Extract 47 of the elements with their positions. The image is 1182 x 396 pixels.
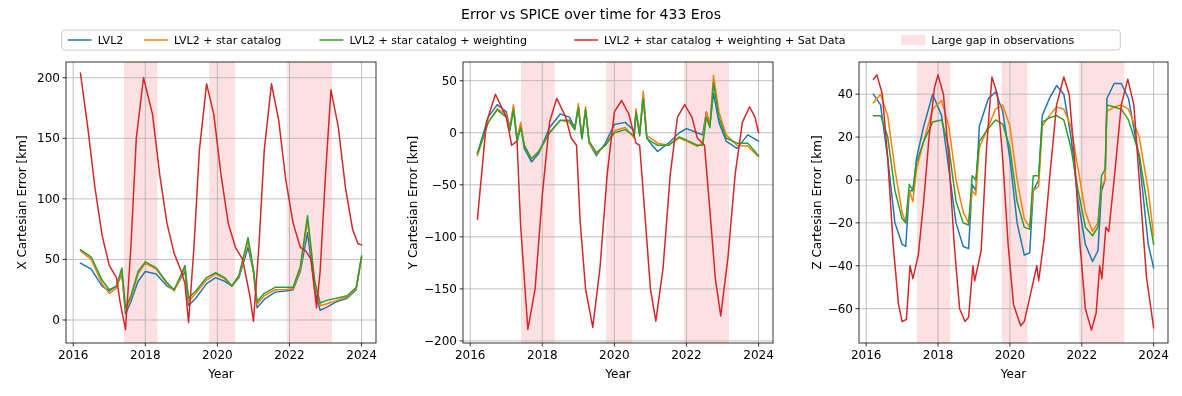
x-tick-label: 2022 <box>1066 348 1098 362</box>
y-tick-label: −100 <box>424 229 457 244</box>
legend-label: LVL2 + star catalog + weighting + Sat Data <box>604 34 846 47</box>
x-tick-label: 2020 <box>202 348 233 362</box>
y-tick-label: −150 <box>424 281 457 296</box>
x-axis-title: Year <box>604 367 631 381</box>
legend-label: LVL2 + star catalog + weighting <box>349 34 528 47</box>
y-tick-label: 0 <box>845 172 853 187</box>
y-tick-label: 50 <box>44 252 60 267</box>
y-tick-label: 200 <box>37 70 60 85</box>
y-tick-label: −20 <box>827 215 853 230</box>
y-tick-label: 40 <box>837 87 853 102</box>
y-tick-label: 20 <box>837 130 853 145</box>
x-axis-title: Year <box>999 367 1027 381</box>
chart-title: Error vs SPICE over time for 433 Eros <box>461 6 721 22</box>
y-tick-label: −60 <box>827 301 853 316</box>
x-tick-label: 2024 <box>743 348 774 362</box>
x-tick-label: 2018 <box>130 348 161 362</box>
y-tick-label: 0 <box>449 125 457 140</box>
x-tick-label: 2024 <box>346 348 377 362</box>
legend-label: LVL2 + star catalog <box>174 34 282 47</box>
legend-label: LVL2 <box>97 34 124 47</box>
y-tick-label: 50 <box>441 73 457 88</box>
x-tick-label: 2016 <box>57 348 89 362</box>
y-axis-title: Y Cartesian Error [km] <box>406 135 420 271</box>
x-tick-label: 2022 <box>274 348 305 362</box>
y-tick-label: 100 <box>37 191 60 206</box>
x-tick-label: 2024 <box>1138 348 1169 362</box>
x-tick-label: 2018 <box>527 348 558 362</box>
x-tick-label: 2020 <box>994 348 1026 362</box>
legend-label: Large gap in observations <box>931 34 1075 47</box>
y-tick-label: −200 <box>424 333 457 348</box>
y-tick-label: −40 <box>827 258 853 273</box>
x-tick-label: 2016 <box>454 348 486 362</box>
line-series <box>79 72 363 331</box>
y-tick-label: 150 <box>37 131 60 146</box>
x-tick-label: 2016 <box>850 348 882 362</box>
y-tick-label: −50 <box>431 177 457 192</box>
x-tick-label: 2022 <box>671 348 702 362</box>
x-axis-title: Year <box>207 367 234 381</box>
x-tick-label: 2020 <box>599 348 630 362</box>
y-axis-title: X Cartesian Error [km] <box>15 135 29 270</box>
x-tick-label: 2018 <box>922 348 954 362</box>
y-axis-title: Z Cartesian Error [km] <box>810 135 824 270</box>
y-tick-label: 0 <box>52 312 60 327</box>
line-series <box>872 74 1155 331</box>
line-series <box>476 93 760 331</box>
